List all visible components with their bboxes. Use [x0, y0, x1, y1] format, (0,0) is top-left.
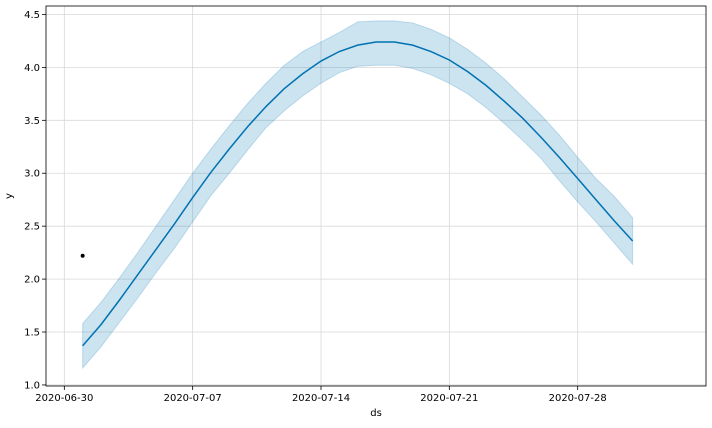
y-tick-label: 2.0: [24, 275, 40, 286]
x-tick-label: 2020-07-28: [549, 393, 607, 404]
y-axis-label: y: [4, 193, 15, 199]
y-tick-label: 2.5: [24, 222, 40, 233]
y-tick-label: 3.5: [24, 116, 40, 127]
uncertainty-band: [82, 20, 634, 370]
y-tick-label: 3.0: [24, 169, 40, 180]
y-tick-label: 1.0: [24, 380, 40, 391]
x-tick-label: 2020-07-07: [164, 393, 222, 404]
observed-point: [80, 253, 85, 258]
x-axis-label: ds: [370, 408, 382, 419]
x-tick-label: 2020-07-14: [292, 393, 350, 404]
x-tick-label: 2020-06-30: [35, 393, 93, 404]
y-axis-ticks: 1.0 1.5 2.0 2.5 3.0 3.5 4.0 4.5: [24, 10, 46, 391]
forecast-line-layer: [82, 41, 634, 347]
y-tick-label: 1.5: [24, 328, 40, 339]
grid-layer: [46, 6, 706, 386]
plot-frame: [45, 5, 707, 387]
x-tick-label: 2020-07-21: [420, 393, 478, 404]
uncertainty-band-layer: [82, 20, 634, 370]
x-axis-ticks: 2020-06-30 2020-07-07 2020-07-14 2020-07-21…: [35, 386, 607, 404]
y-tick-label: 4.0: [24, 63, 40, 74]
forecast-line: [82, 41, 634, 347]
y-tick-label: 4.5: [24, 10, 40, 21]
observed-points-layer: [80, 253, 85, 258]
